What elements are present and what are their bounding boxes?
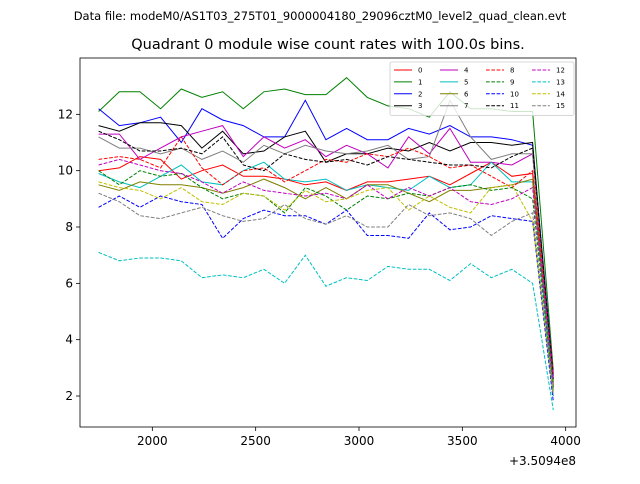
figure-suptitle: Data file: modeM0/AS1T03_275T01_90000041… (74, 9, 567, 23)
y-tick-label: 10 (58, 164, 73, 178)
series-line-14 (98, 181, 554, 394)
series-line-5 (98, 161, 554, 397)
legend-label-6: 6 (464, 90, 469, 98)
x-tick-label: 3500 (447, 434, 478, 448)
legend-label-7: 7 (464, 102, 468, 110)
series-lines (98, 77, 554, 411)
x-tick-label: 3000 (344, 434, 375, 448)
legend-label-15: 15 (556, 102, 565, 110)
legend-label-14: 14 (556, 90, 565, 98)
series-line-15 (98, 192, 554, 397)
x-tick-label: 2500 (240, 434, 271, 448)
legend-label-2: 2 (418, 90, 422, 98)
legend-label-9: 9 (510, 78, 514, 86)
legend-label-8: 8 (510, 67, 514, 75)
y-tick-label: 6 (65, 276, 73, 290)
x-tick-label: 2000 (137, 434, 168, 448)
legend-label-11: 11 (510, 102, 519, 110)
series-line-0 (98, 156, 554, 382)
x-axis-offset-text: +3.5094e8 (509, 454, 576, 468)
series-line-7 (98, 99, 554, 391)
series-line-11 (98, 130, 554, 380)
series-line-12 (98, 158, 554, 380)
series-line-9 (98, 170, 554, 391)
chart-title: Quadrant 0 module wise count rates with … (131, 37, 525, 53)
axes-frame (79, 57, 577, 428)
legend-label-5: 5 (464, 78, 468, 86)
y-tick-label: 12 (58, 107, 73, 121)
legend-label-12: 12 (556, 67, 565, 75)
y-tick-label: 4 (65, 333, 73, 347)
series-line-10 (98, 195, 554, 402)
legend-label-4: 4 (464, 67, 469, 75)
series-line-8 (98, 135, 554, 374)
plot-area: 2000 2500 3000 3500 400024681012012345678910… (58, 57, 581, 448)
legend-label-0: 0 (418, 67, 422, 75)
series-line-13 (98, 251, 554, 411)
y-tick-label: 2 (65, 389, 73, 403)
series-line-2 (98, 99, 554, 377)
series-line-4 (98, 125, 554, 385)
legend-label-1: 1 (418, 78, 422, 86)
x-tick-label: 4000 (550, 434, 581, 448)
series-line-6 (98, 178, 554, 382)
legend-label-13: 13 (556, 78, 565, 86)
legend-label-3: 3 (418, 102, 422, 110)
y-tick-label: 8 (65, 220, 73, 234)
legend-box (389, 61, 575, 116)
legend-label-10: 10 (510, 90, 519, 98)
